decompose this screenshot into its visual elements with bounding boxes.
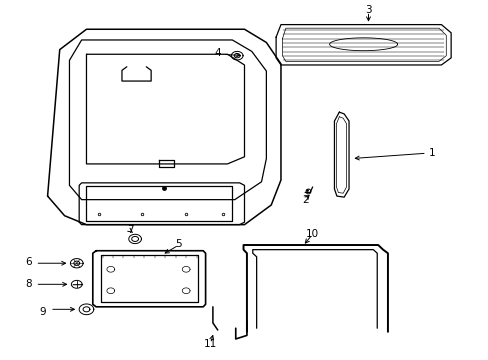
Text: 3: 3 [365, 5, 371, 15]
Text: 4: 4 [214, 48, 221, 58]
Text: 5: 5 [175, 239, 182, 249]
Text: 9: 9 [40, 307, 46, 317]
Text: 6: 6 [25, 257, 31, 267]
Text: 11: 11 [203, 339, 217, 349]
Text: 8: 8 [25, 279, 31, 289]
Text: 2: 2 [302, 195, 308, 204]
Text: 1: 1 [427, 148, 434, 158]
Text: 7: 7 [127, 225, 133, 235]
Text: 10: 10 [305, 229, 319, 239]
